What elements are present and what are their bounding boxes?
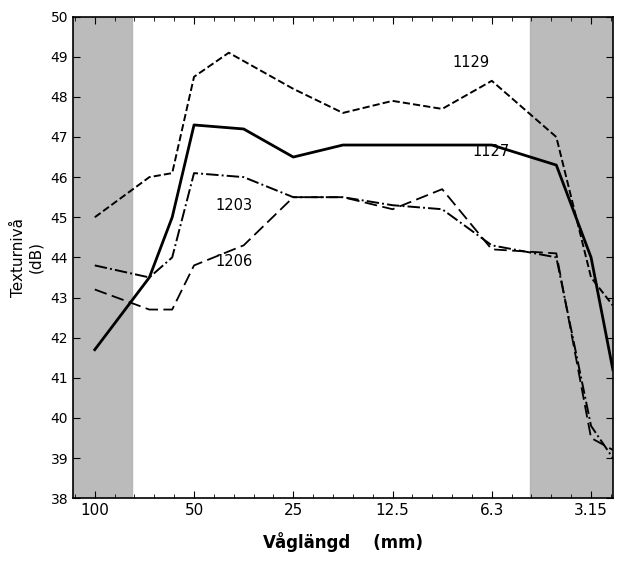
Y-axis label: Texturnivå
(dB): Texturnivå (dB) bbox=[11, 218, 44, 297]
Text: 1129: 1129 bbox=[452, 55, 489, 70]
Text: 1203: 1203 bbox=[216, 198, 253, 213]
Bar bbox=[73, 17, 132, 498]
Bar bbox=[530, 17, 613, 498]
X-axis label: Våglängd    (mm): Våglängd (mm) bbox=[263, 532, 423, 552]
Text: 1206: 1206 bbox=[216, 254, 253, 269]
Text: 1127: 1127 bbox=[472, 144, 509, 159]
